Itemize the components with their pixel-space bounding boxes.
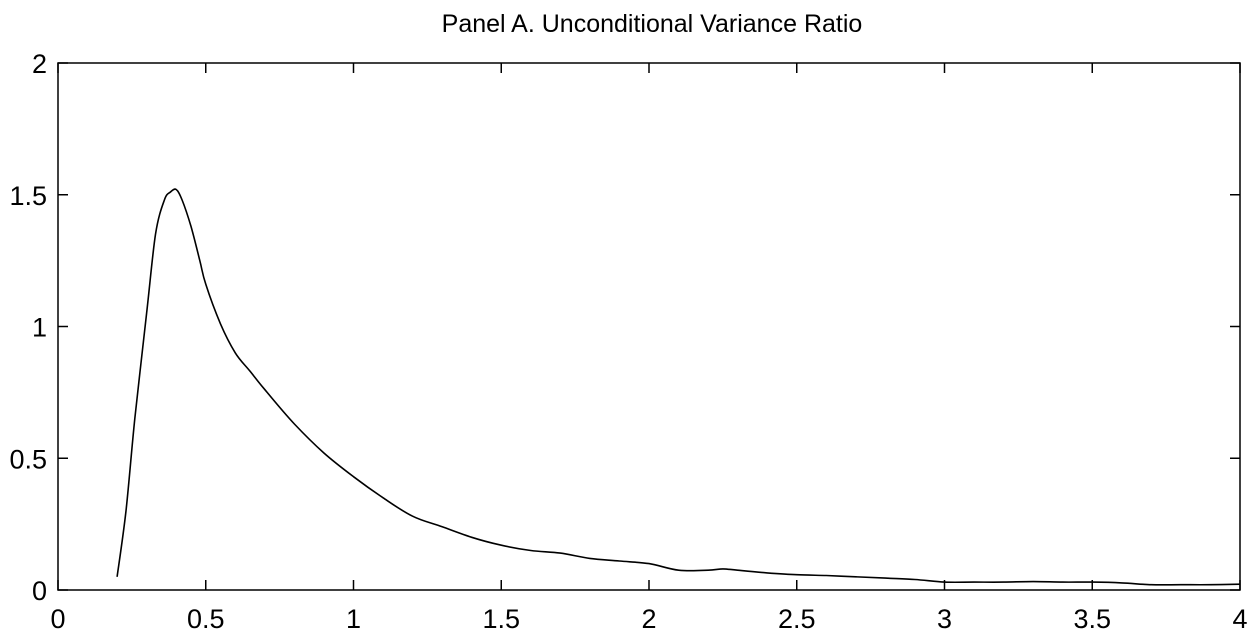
x-tick-label: 3.5	[1073, 604, 1111, 634]
x-tick-label: 4	[1232, 604, 1247, 634]
chart-title: Panel A. Unconditional Variance Ratio	[442, 10, 863, 38]
y-tick-label: 1	[32, 313, 47, 343]
x-tick-label: 0.5	[187, 604, 225, 634]
y-tick-label: 0	[32, 576, 47, 606]
x-tick-label: 0	[50, 604, 65, 634]
x-tick-label: 1	[346, 604, 361, 634]
x-tick-label: 2.5	[778, 604, 816, 634]
x-tick-label: 2	[641, 604, 656, 634]
y-axis: 0 0.5 1 1.5 2	[9, 49, 1240, 606]
y-tick-label: 0.5	[9, 444, 47, 474]
plot-frame	[57, 62, 1241, 591]
x-tick-label: 1.5	[482, 604, 520, 634]
y-tick-label: 2	[32, 49, 47, 79]
x-axis: 0 0.5 1 1.5 2 2.5 3 3.5 4	[50, 63, 1248, 634]
series-line	[116, 188, 1241, 586]
x-tick-label: 3	[937, 604, 952, 634]
y-tick-label: 1.5	[9, 181, 47, 211]
